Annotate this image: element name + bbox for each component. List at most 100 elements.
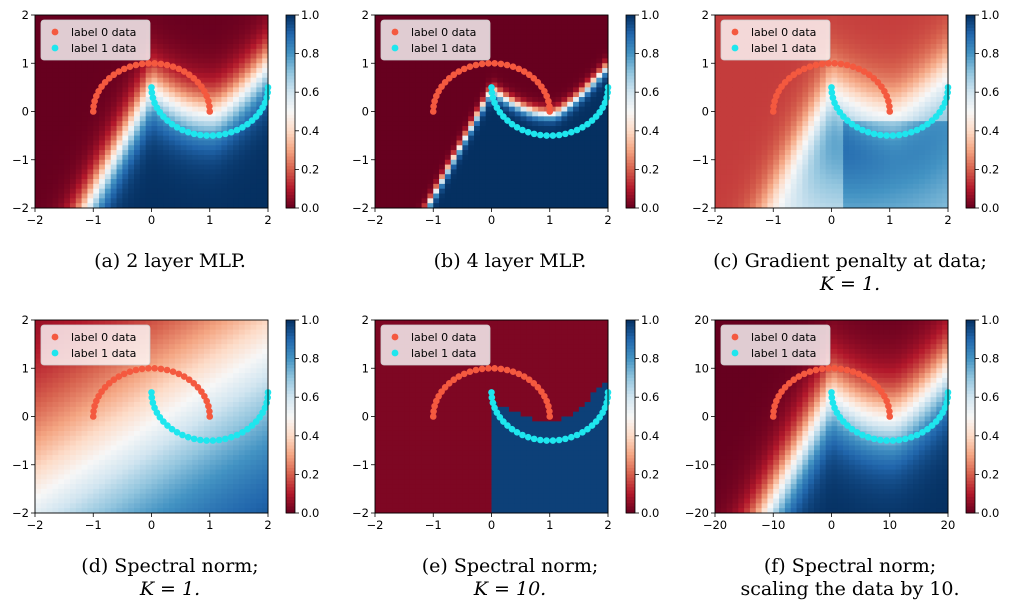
heatmap-cell xyxy=(726,58,733,64)
heatmap-cell xyxy=(209,29,217,35)
heatmap-cell xyxy=(543,198,551,204)
heatmap-cell xyxy=(81,82,88,88)
heatmap-cell xyxy=(590,140,597,146)
heatmap-cell xyxy=(69,154,77,161)
heatmap-cell xyxy=(151,92,158,98)
heatmap-cell xyxy=(819,101,827,108)
heatmap-cell xyxy=(474,169,481,175)
heatmap-cell xyxy=(145,125,153,132)
heatmap-cell xyxy=(209,53,217,59)
heatmap-cell xyxy=(110,145,118,151)
heatmap-cell xyxy=(567,39,574,45)
heatmap-cell xyxy=(64,154,71,161)
heatmap-cell xyxy=(262,203,269,209)
heatmap-cell xyxy=(913,188,920,195)
heatmap-cell xyxy=(380,130,388,137)
heatmap-cell xyxy=(262,63,269,69)
heatmap-cell xyxy=(866,101,873,108)
heatmap-cell xyxy=(415,164,423,170)
heatmap-cell xyxy=(58,159,65,166)
heatmap-cell xyxy=(802,159,809,166)
heatmap-cell xyxy=(726,179,733,185)
heatmap-cell xyxy=(491,174,498,180)
heatmap-cell xyxy=(157,53,164,59)
heatmap-cell xyxy=(215,48,222,55)
heatmap-cell xyxy=(848,97,856,103)
heatmap-cell xyxy=(134,150,141,156)
heatmap-cell xyxy=(749,116,757,122)
heatmap-cell xyxy=(221,164,228,170)
heatmap-cell xyxy=(872,111,879,117)
heatmap-cell xyxy=(779,140,786,146)
heatmap-cell xyxy=(602,77,609,84)
heatmap-cell xyxy=(819,72,827,79)
heatmap-cell xyxy=(75,203,83,209)
heatmap-cell xyxy=(262,188,269,195)
heatmap-cell xyxy=(596,125,603,132)
heatmap-cell xyxy=(790,121,798,127)
data-point-label-0 xyxy=(132,61,140,69)
heatmap-cell xyxy=(790,97,798,103)
y-tick-label: 2 xyxy=(22,8,29,22)
heatmap-cell xyxy=(256,15,263,21)
heatmap-cell xyxy=(244,92,252,98)
data-point-label-0 xyxy=(509,63,517,70)
heatmap-cell xyxy=(244,87,252,93)
heatmap-cell xyxy=(744,188,751,195)
heatmap-cell xyxy=(262,174,269,180)
heatmap-cell xyxy=(180,43,187,50)
heatmap-cell xyxy=(738,68,745,74)
colorbar-segment xyxy=(626,127,635,132)
heatmap-cell xyxy=(69,183,77,190)
heatmap-cell xyxy=(749,106,757,112)
heatmap-cell xyxy=(35,101,42,108)
heatmap-cell xyxy=(192,145,199,151)
colorbar-segment xyxy=(626,156,635,161)
heatmap-cell xyxy=(872,145,879,151)
heatmap-cell xyxy=(831,203,838,209)
heatmap-cell xyxy=(590,193,597,199)
heatmap-cell xyxy=(40,164,48,170)
heatmap-cell xyxy=(872,125,879,132)
heatmap-cell xyxy=(485,121,493,127)
data-point-label-0 xyxy=(530,75,538,82)
heatmap-cell xyxy=(514,58,522,64)
heatmap-cell xyxy=(901,19,908,26)
heatmap-cell xyxy=(526,111,533,117)
heatmap-cell xyxy=(819,116,827,122)
heatmap-cell xyxy=(427,101,434,108)
heatmap-cell xyxy=(375,58,382,64)
heatmap-cell xyxy=(901,34,908,40)
x-tick-label: 2 xyxy=(264,213,271,227)
heatmap-cell xyxy=(561,183,568,190)
heatmap-cell xyxy=(75,87,83,93)
heatmap-cell xyxy=(866,87,873,93)
heatmap-cell xyxy=(168,135,176,141)
heatmap-cell xyxy=(99,116,106,122)
panel-b: −2 −1 0 1 2 −2 −1 0 1 2 label 0 data label 1 data 0.… xyxy=(340,0,680,300)
heatmap-cell xyxy=(755,169,763,175)
heatmap-cell xyxy=(456,150,463,156)
heatmap-cell xyxy=(538,135,545,141)
heatmap-cell xyxy=(895,106,902,112)
heatmap-cell xyxy=(584,82,592,88)
heatmap-cell xyxy=(468,193,475,199)
heatmap-cell xyxy=(790,77,798,84)
data-point-label-1 xyxy=(164,117,171,124)
heatmap-cell xyxy=(779,121,786,127)
data-point-label-0 xyxy=(169,63,177,70)
heatmap-cell xyxy=(174,82,182,88)
heatmap-cell xyxy=(514,111,522,117)
heatmap-cell xyxy=(508,174,516,180)
heatmap-cell xyxy=(485,68,493,74)
heatmap-cell xyxy=(69,145,77,151)
heatmap-cell xyxy=(491,72,498,79)
heatmap-cell xyxy=(462,87,469,93)
heatmap-cell xyxy=(872,87,879,93)
heatmap-cell xyxy=(81,145,88,151)
heatmap-cell xyxy=(825,72,833,79)
heatmap-cell xyxy=(543,53,551,59)
heatmap-cell xyxy=(720,203,728,209)
heatmap-cell xyxy=(895,198,902,204)
heatmap-cell xyxy=(755,15,763,21)
